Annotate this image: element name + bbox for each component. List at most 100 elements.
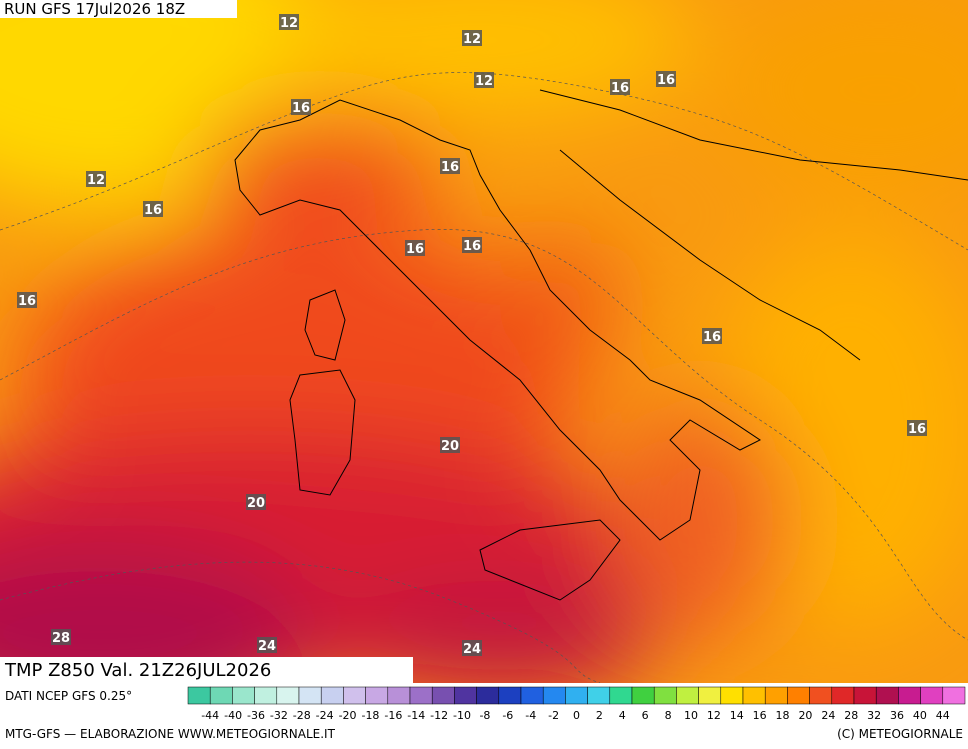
scale-swatch — [742, 686, 766, 705]
contour-label-box — [279, 14, 299, 30]
field-label: TMP Z850 Val. 21Z26JUL2026 — [4, 660, 271, 681]
scale-swatch — [409, 686, 433, 705]
contour-label-box — [143, 201, 163, 217]
scale-label: 20 — [798, 709, 812, 722]
contour-label-box — [702, 328, 722, 344]
scale-swatch — [232, 686, 255, 705]
contour-label-box — [462, 237, 482, 253]
contour-label: 16 — [611, 81, 629, 96]
contour-label-box — [907, 420, 927, 436]
scale-label: 36 — [890, 709, 904, 722]
contour-label: 24 — [258, 639, 276, 654]
scale-label: -10 — [453, 709, 471, 722]
scale-label: -8 — [479, 709, 490, 722]
scale-label: -6 — [502, 709, 513, 722]
scale-label: 10 — [684, 709, 698, 722]
scale-label: 0 — [573, 709, 580, 722]
contour-label: 16 — [463, 239, 481, 254]
contour-label: 16 — [908, 422, 926, 437]
contour-label: 16 — [292, 101, 310, 116]
scale-swatch — [831, 686, 855, 705]
contour-label-box — [405, 240, 425, 256]
run-label: RUN GFS 17Jul2026 18Z — [4, 0, 185, 18]
scale-swatch — [587, 686, 611, 705]
scale-swatch — [320, 686, 344, 705]
scale-swatch — [853, 686, 877, 705]
scale-swatch — [476, 686, 500, 705]
contour-label: 12 — [463, 32, 481, 47]
scale-swatch — [787, 686, 810, 705]
scale-label: -40 — [224, 709, 242, 722]
scale-label: -44 — [201, 709, 219, 722]
scale-swatch — [454, 686, 477, 705]
scale-label: 14 — [730, 709, 744, 722]
scale-swatch — [343, 686, 366, 705]
scale-swatch — [298, 686, 322, 705]
scale-label: 8 — [665, 709, 672, 722]
scale-label: -32 — [270, 709, 288, 722]
contour-label: 24 — [463, 642, 481, 657]
contour-labels: 12 12 12 16 16 16 16 12 16 16 16 16 16 16 20 20 28 24 24 — [17, 14, 927, 657]
contour-label-box — [610, 79, 630, 95]
scale-label: -14 — [407, 709, 425, 722]
scale-swatch — [520, 686, 544, 705]
contour-label: 20 — [441, 439, 459, 454]
scale-label: -24 — [316, 709, 334, 722]
scale-label: 24 — [821, 709, 835, 722]
contour-label-box — [17, 292, 37, 308]
scale-swatch — [565, 686, 588, 705]
contour-label-box — [246, 494, 266, 510]
scale-swatch — [276, 686, 300, 705]
contour-label-box — [474, 72, 494, 88]
scale-label: 6 — [642, 709, 649, 722]
scale-label: -12 — [430, 709, 448, 722]
scale-label: -20 — [339, 709, 357, 722]
scale-label: -28 — [293, 709, 311, 722]
scale-swatch — [676, 686, 699, 705]
scale-label: 40 — [913, 709, 927, 722]
scale-label: 18 — [776, 709, 790, 722]
scale-label: 12 — [707, 709, 721, 722]
scale-swatch — [653, 686, 677, 705]
field-box — [0, 657, 413, 683]
contour-label: 12 — [280, 16, 298, 31]
scale-swatch — [898, 686, 921, 705]
scale-label: 28 — [844, 709, 858, 722]
scale-swatch — [698, 686, 722, 705]
contour-label: 16 — [18, 294, 36, 309]
contour-label: 16 — [657, 73, 675, 88]
scale-label: 32 — [867, 709, 881, 722]
contours — [0, 72, 968, 683]
scale-swatch — [609, 686, 633, 705]
contour-label-box — [51, 629, 71, 645]
color-scale: -44 -40 -36 -32 -28 -24 -20 -18 -16 -14 -12 -10 -8 -6… — [187, 686, 966, 722]
contour-label-box — [291, 99, 311, 115]
scale-label: -16 — [384, 709, 402, 722]
scale-swatch — [764, 686, 788, 705]
scale-swatch — [387, 686, 411, 705]
contour-label: 28 — [52, 631, 70, 646]
contour-label: 12 — [87, 173, 105, 188]
contour-label: 12 — [475, 74, 493, 89]
contour-label-box — [462, 640, 482, 656]
scale-swatch — [875, 686, 899, 705]
contour-label-box — [462, 30, 482, 46]
contour-label: 16 — [406, 242, 424, 257]
scale-label: 2 — [596, 709, 603, 722]
scale-swatch — [809, 686, 833, 705]
scale-swatch — [431, 686, 455, 705]
scale-label: 44 — [936, 709, 950, 722]
scale-label: 4 — [619, 709, 626, 722]
scale-label: -4 — [525, 709, 536, 722]
contour-label: 16 — [144, 203, 162, 218]
scale-swatch — [187, 686, 211, 705]
contour-label: 16 — [441, 160, 459, 175]
scale-label: -36 — [247, 709, 265, 722]
scale-swatch — [209, 686, 233, 705]
scale-label: -18 — [361, 709, 379, 722]
contour-label-box — [440, 158, 460, 174]
contour-label: 16 — [703, 330, 721, 345]
scale-swatch — [942, 686, 966, 705]
